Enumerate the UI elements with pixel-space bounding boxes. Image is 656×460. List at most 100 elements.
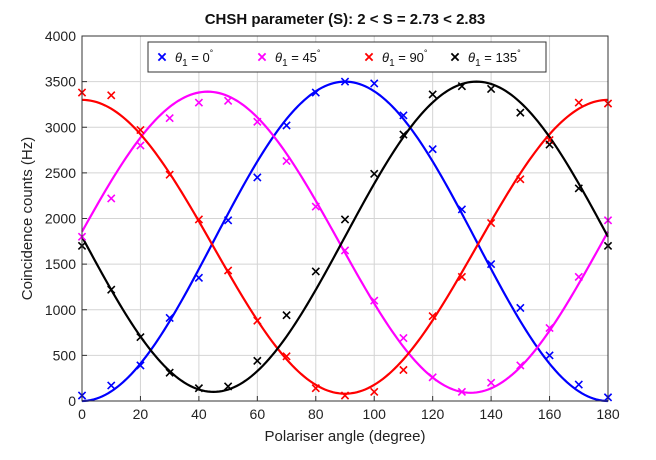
- data-point-series-4: [282, 311, 291, 320]
- data-point-series-2: [574, 272, 583, 282]
- data-point-series-1: [399, 111, 408, 120]
- data-point-series-1: [574, 380, 583, 389]
- data-point-series-4: [311, 267, 320, 276]
- data-point-series-3: [253, 316, 262, 325]
- legend-label-series-3: θ1 = 90°: [382, 48, 428, 69]
- data-point-series-3: [165, 170, 174, 179]
- y-tick-label: 3500: [45, 74, 76, 90]
- legend-theta: θ: [275, 50, 282, 65]
- axis-ticks: 0 20 40 60 80 100 120 140 160 180 0 500 1000 1500 2000…: [45, 28, 620, 422]
- y-tick-label: 3000: [45, 119, 76, 135]
- data-point-series-4: [107, 285, 116, 294]
- y-tick-label: 4000: [45, 28, 76, 44]
- legend-label-series-2: θ1 = 45°: [275, 48, 321, 69]
- data-point-series-1: [282, 121, 291, 130]
- y-tick-label: 0: [68, 393, 76, 409]
- data-point-series-2: [399, 333, 408, 343]
- data-point-series-3: [516, 175, 525, 184]
- data-point-series-2: [223, 96, 233, 105]
- legend-degree: °: [424, 48, 428, 58]
- data-point-series-2: [428, 373, 437, 382]
- x-tick-label: 40: [191, 406, 207, 422]
- legend-value: = 135: [481, 50, 518, 65]
- legend-box: [147, 41, 547, 73]
- data-point-series-4: [574, 184, 583, 193]
- legend-label-series-4: θ1 = 135°: [468, 48, 521, 69]
- legend-marker-series-2: [257, 52, 267, 62]
- data-point-series-4: [428, 90, 437, 99]
- x-tick-label: 80: [308, 406, 324, 422]
- data-point-series-1: [457, 205, 467, 214]
- legend-degree: °: [317, 48, 321, 58]
- y-tick-label: 2000: [45, 211, 76, 227]
- x-tick-label: 100: [363, 406, 387, 422]
- data-point-series-4: [457, 82, 467, 91]
- fit-curve-series-3: [81, 98, 609, 395]
- data-point-series-2: [457, 387, 467, 397]
- data-point-series-3: [340, 391, 350, 400]
- data-point-series-2: [253, 117, 262, 126]
- data-point-series-2: [165, 113, 174, 123]
- chart-title: CHSH parameter (S): 2 < S = 2.73 < 2.83: [205, 11, 486, 28]
- x-tick-label: 160: [538, 406, 562, 422]
- x-tick-label: 60: [250, 406, 266, 422]
- data-point-series-1: [253, 173, 262, 182]
- data-point-series-3: [399, 365, 408, 375]
- data-point-series-3: [282, 352, 291, 361]
- y-tick-label: 2500: [45, 165, 76, 181]
- data-point-series-2: [136, 141, 145, 150]
- data-point-series-1: [340, 77, 350, 86]
- data-point-series-2: [311, 202, 320, 211]
- data-point-series-1: [107, 381, 116, 390]
- legend-theta: θ: [175, 50, 182, 65]
- legend-subscript: 1: [282, 58, 288, 69]
- data-point-series-4: [253, 356, 262, 366]
- data-point-series-1: [223, 216, 233, 225]
- x-tick-label: 20: [133, 406, 149, 422]
- fit-curve-series-1: [81, 80, 609, 403]
- data-point-series-1: [545, 351, 554, 360]
- x-axis-label: Polariser angle (degree): [265, 428, 426, 445]
- data-point-series-3: [311, 384, 320, 393]
- data-point-series-3: [136, 125, 145, 135]
- legend-marker-series-4: [450, 52, 460, 62]
- data-point-series-2: [282, 156, 291, 166]
- data-point-series-1: [165, 313, 174, 323]
- y-tick-label: 500: [53, 347, 77, 363]
- fit-curve-series-2: [81, 90, 609, 394]
- legend-theta: θ: [468, 50, 475, 65]
- x-tick-label: 140: [479, 406, 503, 422]
- data-point-series-4: [399, 130, 408, 139]
- legend-subscript: 1: [182, 58, 188, 69]
- data-point-series-3: [457, 272, 467, 282]
- data-point-series-3: [223, 266, 233, 275]
- legend-value: = 45: [288, 50, 317, 65]
- data-point-series-2: [545, 323, 554, 333]
- data-point-series-4: [165, 368, 174, 377]
- data-point-series-1: [136, 361, 145, 370]
- data-point-series-4: [340, 215, 350, 224]
- data-point-series-4: [545, 140, 554, 149]
- fit-curves: [81, 80, 609, 403]
- y-axis-label: Coincidence counts (Hz): [19, 137, 36, 300]
- legend-subscript: 1: [475, 58, 481, 69]
- data-point-series-2: [194, 98, 204, 107]
- legend-degree: °: [517, 48, 521, 58]
- legend-value: = 90: [395, 50, 424, 65]
- legend-marker-series-3: [364, 52, 374, 62]
- data-point-series-4: [516, 108, 525, 117]
- data-point-series-2: [486, 378, 496, 387]
- data-point-series-4: [370, 169, 379, 178]
- data-point-series-1: [311, 88, 320, 97]
- data-point-series-1: [428, 144, 437, 154]
- data-point-series-1: [516, 303, 525, 313]
- data-point-series-2: [516, 361, 525, 370]
- data-point-series-2: [340, 246, 350, 255]
- data-point-series-2: [107, 194, 116, 203]
- x-tick-label: 0: [78, 406, 86, 422]
- fit-curve-series-4: [81, 80, 609, 393]
- data-point-series-3: [194, 215, 204, 224]
- data-point-series-1: [194, 273, 204, 282]
- data-point-series-3: [486, 218, 496, 228]
- data-point-series-4: [194, 384, 204, 393]
